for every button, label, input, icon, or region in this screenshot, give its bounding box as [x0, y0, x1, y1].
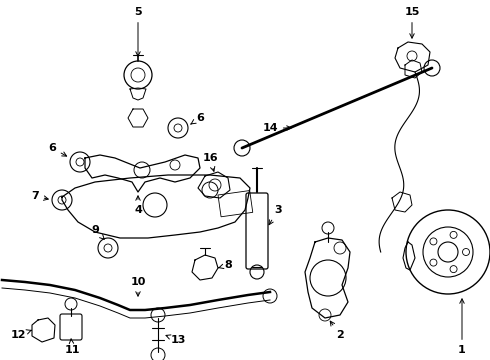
Text: 11: 11: [64, 339, 80, 355]
Text: 14: 14: [262, 123, 291, 133]
Text: 12: 12: [10, 330, 31, 340]
Text: 3: 3: [269, 205, 282, 225]
Text: 7: 7: [31, 191, 48, 201]
Text: 6: 6: [48, 143, 67, 156]
Text: 9: 9: [91, 225, 104, 239]
Text: 13: 13: [166, 335, 186, 345]
Text: 10: 10: [130, 277, 146, 296]
Text: 4: 4: [134, 196, 142, 215]
Text: 5: 5: [134, 7, 142, 56]
Text: 2: 2: [330, 321, 344, 340]
Text: 16: 16: [202, 153, 218, 171]
Text: 6: 6: [191, 113, 204, 124]
Bar: [218, 190, 253, 217]
Text: 8: 8: [219, 260, 232, 270]
Text: 1: 1: [458, 299, 466, 355]
Text: 15: 15: [404, 7, 420, 38]
